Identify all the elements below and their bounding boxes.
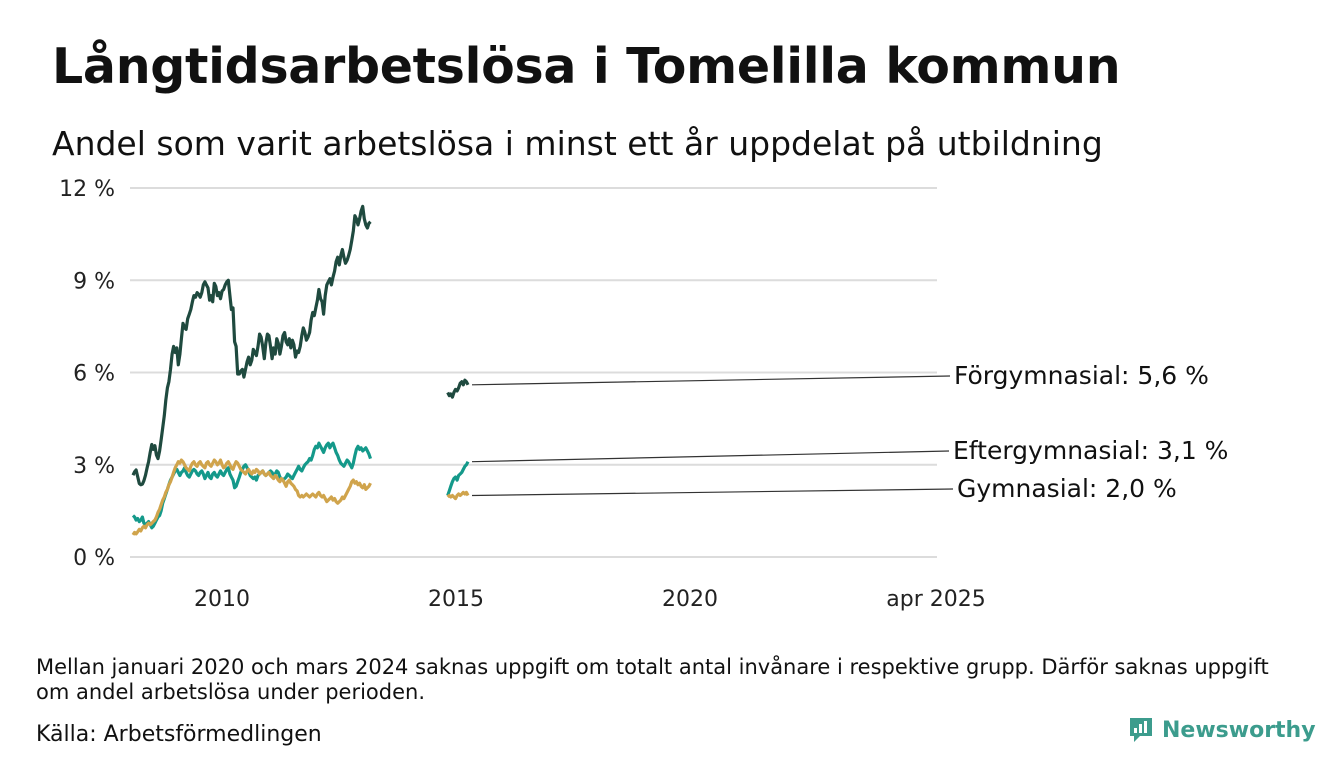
series-line-forgymnasial — [131, 204, 372, 487]
series-line-gymnasial — [131, 458, 372, 536]
series-end-label: Gymnasial: 2,0 % — [957, 474, 1177, 503]
x-tick-label: apr 2025 — [886, 587, 985, 612]
newsworthy-logo-icon — [1130, 718, 1152, 742]
chart-title: Långtidsarbetslösa i Tomelilla kommun — [52, 38, 1121, 95]
brand-name: Newsworthy — [1162, 717, 1316, 743]
series-end-label: Förgymnasial: 5,6 % — [954, 361, 1209, 390]
brand-logo[interactable]: Newsworthy — [1128, 716, 1316, 744]
footnote: Mellan januari 2020 och mars 2024 saknas… — [36, 655, 1269, 704]
label-leader-line — [471, 375, 951, 386]
line-chart: 0 % 3 % 6 % 9 % 12 % 2010 2015 2020 apr 2025 Fö… — [59, 177, 1228, 612]
y-tick-label: 6 % — [73, 362, 115, 387]
y-tick-label: 12 % — [59, 177, 115, 202]
grid-layer — [130, 187, 937, 558]
y-tick-label: 0 % — [73, 546, 115, 571]
x-tick-label: 2015 — [428, 587, 484, 612]
label-leader-line — [471, 450, 950, 463]
x-tick-label: 2020 — [662, 587, 718, 612]
series-line-eftergymnasial — [446, 460, 470, 497]
y-tick-label: 9 % — [73, 269, 115, 294]
series-line-gymnasial — [446, 490, 470, 501]
series-layer — [131, 204, 470, 536]
series-line-forgymnasial — [446, 378, 470, 399]
y-axis-ticks: 0 % 3 % 6 % 9 % 12 % — [59, 177, 115, 571]
x-tick-label: 2010 — [194, 587, 250, 612]
label-leader-line — [471, 488, 954, 497]
y-tick-label: 3 % — [73, 454, 115, 479]
x-axis-ticks: 2010 2015 2020 apr 2025 — [194, 587, 986, 612]
chart-subtitle: Andel som varit arbetslösa i minst ett å… — [52, 124, 1103, 163]
source-note: Källa: Arbetsförmedlingen — [36, 722, 322, 747]
series-end-label: Eftergymnasial: 3,1 % — [953, 436, 1228, 465]
series-end-labels: Förgymnasial: 5,6 % Eftergymnasial: 3,1 %… — [471, 361, 1228, 503]
